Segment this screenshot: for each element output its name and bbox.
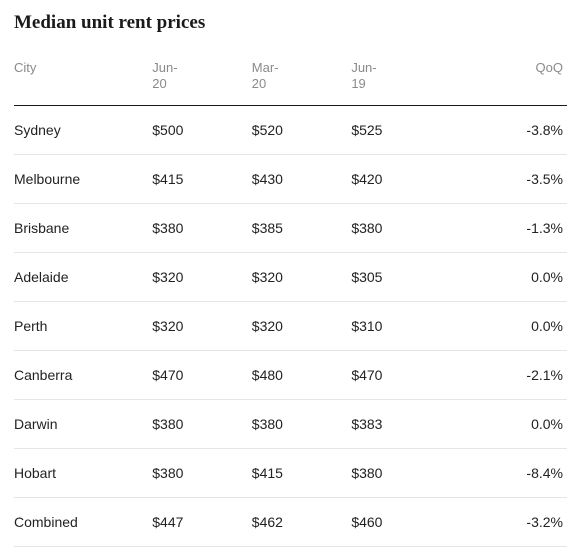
table-cell: Hobart (14, 448, 152, 497)
table-cell: $447 (152, 497, 252, 546)
table-title: Median unit rent prices (14, 12, 567, 34)
table-cell: $320 (152, 252, 252, 301)
table-cell: $430 (252, 154, 352, 203)
table-cell: $320 (152, 301, 252, 350)
table-cell: Canberra (14, 350, 152, 399)
table-cell: $500 (152, 105, 252, 154)
table-row: Brisbane$380$385$380-1.3% (14, 203, 567, 252)
table-cell: Melbourne (14, 154, 152, 203)
table-cell: $380 (351, 448, 451, 497)
col-jun-20: Jun- 20 (152, 48, 252, 105)
table-cell: $415 (252, 448, 352, 497)
table-cell: $520 (252, 105, 352, 154)
table-row: Perth$320$320$3100.0% (14, 301, 567, 350)
table-row: Hobart$380$415$380-8.4% (14, 448, 567, 497)
col-city: City (14, 48, 152, 105)
table-header-row: City Jun- 20 Mar- 20 Jun- 19 QoQ (14, 48, 567, 105)
table-cell: -2.1% (451, 350, 567, 399)
table-cell: $470 (351, 350, 451, 399)
table-cell: $380 (152, 448, 252, 497)
table-cell: Adelaide (14, 252, 152, 301)
col-qoq: QoQ (451, 48, 567, 105)
rent-prices-table: City Jun- 20 Mar- 20 Jun- 19 QoQ Sydney$… (14, 48, 567, 547)
table-cell: $462 (252, 497, 352, 546)
table-cell: 0.0% (451, 399, 567, 448)
table-cell: -8.4% (451, 448, 567, 497)
table-cell: -3.2% (451, 497, 567, 546)
table-cell: Sydney (14, 105, 152, 154)
table-cell: $320 (252, 252, 352, 301)
table-row: Darwin$380$380$3830.0% (14, 399, 567, 448)
table-cell: $305 (351, 252, 451, 301)
table-cell: $470 (152, 350, 252, 399)
table-cell: 0.0% (451, 301, 567, 350)
table-cell: Brisbane (14, 203, 152, 252)
table-cell: Combined (14, 497, 152, 546)
table-cell: $415 (152, 154, 252, 203)
table-cell: $460 (351, 497, 451, 546)
table-row: Canberra$470$480$470-2.1% (14, 350, 567, 399)
table-row: Adelaide$320$320$3050.0% (14, 252, 567, 301)
table-cell: $380 (351, 203, 451, 252)
table-cell: Perth (14, 301, 152, 350)
table-container: Median unit rent prices City Jun- 20 Mar… (0, 0, 581, 559)
table-row: Sydney$500$520$525-3.8% (14, 105, 567, 154)
table-cell: $385 (252, 203, 352, 252)
col-jun-19: Jun- 19 (351, 48, 451, 105)
table-cell: Darwin (14, 399, 152, 448)
table-cell: $525 (351, 105, 451, 154)
table-cell: $320 (252, 301, 352, 350)
table-cell: $380 (252, 399, 352, 448)
table-body: Sydney$500$520$525-3.8%Melbourne$415$430… (14, 105, 567, 546)
table-row: Combined$447$462$460-3.2% (14, 497, 567, 546)
table-cell: -1.3% (451, 203, 567, 252)
table-cell: -3.8% (451, 105, 567, 154)
table-cell: -3.5% (451, 154, 567, 203)
col-mar-20: Mar- 20 (252, 48, 352, 105)
table-cell: $380 (152, 203, 252, 252)
table-cell: $383 (351, 399, 451, 448)
table-cell: $310 (351, 301, 451, 350)
table-cell: $420 (351, 154, 451, 203)
table-cell: $480 (252, 350, 352, 399)
table-row: Melbourne$415$430$420-3.5% (14, 154, 567, 203)
table-cell: 0.0% (451, 252, 567, 301)
table-cell: $380 (152, 399, 252, 448)
